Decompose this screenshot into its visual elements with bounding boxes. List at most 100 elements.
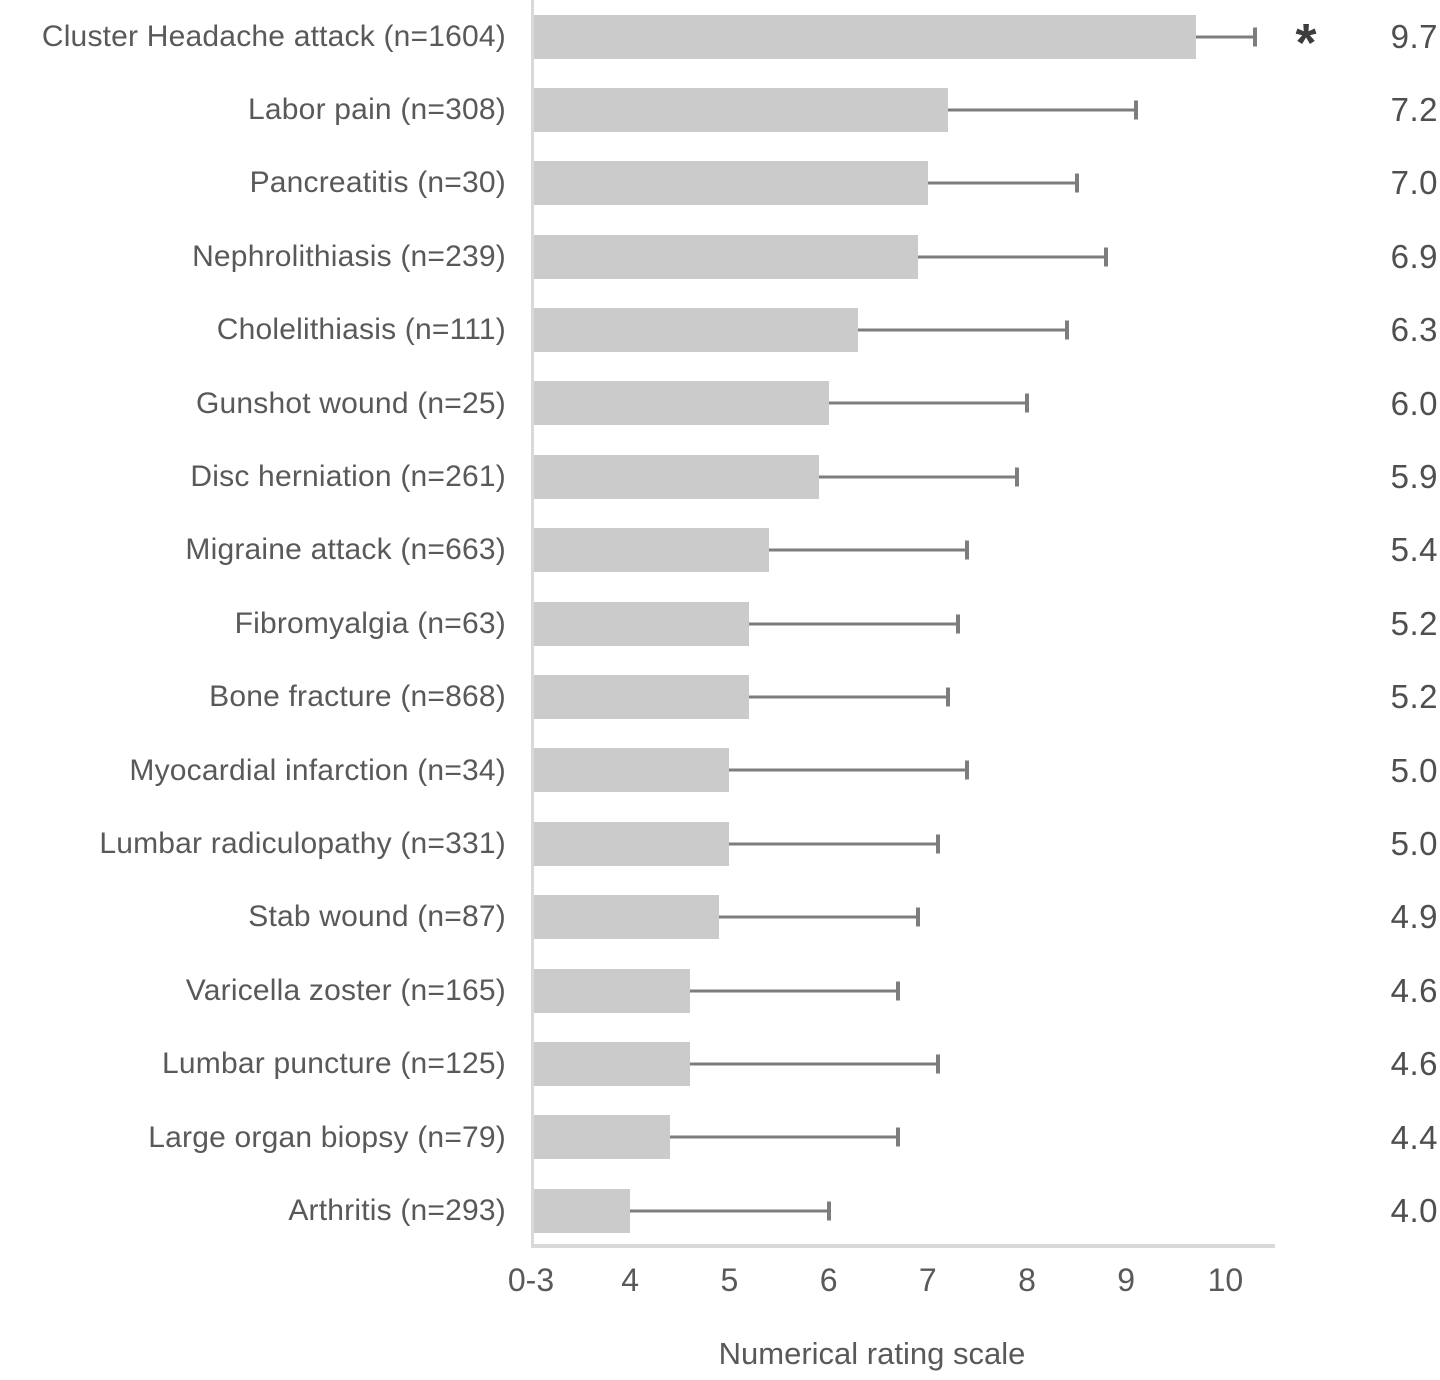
bar-track — [531, 1041, 1275, 1086]
value-label: 6.3 — [1390, 311, 1438, 349]
bar — [531, 1188, 631, 1233]
value-label: 5.2 — [1390, 604, 1438, 642]
x-axis-tick-label: 4 — [621, 1262, 640, 1298]
error-bar-cap — [965, 760, 970, 780]
bar — [531, 1115, 670, 1160]
value-label: 5.2 — [1390, 678, 1438, 716]
bar-track — [531, 528, 1275, 573]
x-axis-line — [531, 1244, 1275, 1248]
value-label: 5.0 — [1390, 751, 1438, 789]
value-label: 5.4 — [1390, 531, 1438, 569]
chart-row: Disc herniation (n=261) 5.9 — [0, 440, 1440, 513]
chart-row: Bone fracture (n=868) 5.2 — [0, 661, 1440, 734]
value-label: 4.6 — [1390, 971, 1438, 1009]
category-label: Large organ biopsy (n=79) — [148, 1120, 506, 1154]
value-label: 7.2 — [1390, 91, 1438, 129]
category-label: Migraine attack (n=663) — [185, 533, 506, 567]
x-axis-tick-label: 9 — [1117, 1262, 1136, 1298]
bar-track — [531, 968, 1275, 1013]
value-label: 5.0 — [1390, 824, 1438, 862]
bar-track — [531, 454, 1275, 499]
chart-row: Varicella zoster (n=165) 4.6 — [0, 954, 1440, 1027]
error-bar-whisker — [630, 1209, 829, 1213]
chart-row: Pancreatitis (n=30) 7.0 — [0, 147, 1440, 220]
chart-row: Cholelithiasis (n=111) 6.3 — [0, 294, 1440, 367]
bar — [531, 161, 928, 206]
chart-row: Labor pain (n=308) 7.2 — [0, 73, 1440, 146]
x-axis-tick-label: 6 — [819, 1262, 838, 1298]
error-bar-cap — [1104, 247, 1109, 267]
value-label: 5.9 — [1390, 458, 1438, 496]
chart-row: Myocardial infarction (n=34) 5.0 — [0, 734, 1440, 807]
bar — [531, 87, 948, 132]
error-bar-whisker — [947, 108, 1137, 112]
value-label: 6.0 — [1390, 384, 1438, 422]
x-axis-tick-label: 7 — [918, 1262, 937, 1298]
error-bar-cap — [826, 1201, 831, 1221]
value-label: 4.0 — [1390, 1191, 1438, 1229]
bar-track — [531, 234, 1275, 279]
error-bar-cap — [935, 834, 940, 854]
category-label: Gunshot wound (n=25) — [195, 386, 506, 420]
error-bar-cap — [915, 907, 920, 927]
value-label: 4.6 — [1390, 1045, 1438, 1083]
chart-row: Gunshot wound (n=25) 6.0 — [0, 367, 1440, 440]
bar — [531, 601, 750, 646]
error-bar-cap — [935, 1054, 940, 1074]
bar-track — [531, 748, 1275, 793]
value-label: 4.4 — [1390, 1118, 1438, 1156]
error-bar-whisker — [689, 989, 899, 993]
bar-track — [531, 14, 1275, 59]
error-bar-whisker — [769, 548, 968, 552]
error-bar-cap — [1064, 320, 1069, 340]
bar-track — [531, 675, 1275, 720]
error-bar-cap — [896, 981, 901, 1001]
bar — [531, 528, 770, 573]
bar — [531, 748, 730, 793]
x-axis-tick-label: 8 — [1018, 1262, 1036, 1298]
error-bar-whisker — [729, 842, 938, 846]
x-axis-tick-label: 0-3 — [507, 1262, 555, 1298]
bar-track — [531, 87, 1275, 132]
chart-row: Nephrolithiasis (n=239) 6.9 — [0, 220, 1440, 293]
category-label: Nephrolithiasis (n=239) — [192, 239, 506, 273]
error-bar-cap — [1015, 467, 1020, 487]
category-label: Cluster Headache attack (n=1604) — [41, 19, 506, 53]
category-label: Pancreatitis (n=30) — [249, 166, 506, 200]
bar — [531, 308, 859, 353]
error-bar-whisker — [749, 622, 958, 626]
bar — [531, 1041, 690, 1086]
error-bar-whisker — [719, 915, 918, 919]
bar-track — [531, 381, 1275, 426]
error-bar-cap — [965, 540, 970, 560]
chart-row: Migraine attack (n=663) 5.4 — [0, 514, 1440, 587]
value-label: 4.9 — [1390, 898, 1438, 936]
x-axis-tick-label: 10 — [1207, 1262, 1244, 1298]
chart-rows: Cluster Headache attack (n=1604) * 9.7 Labo… — [0, 0, 1440, 1247]
category-label: Arthritis (n=293) — [288, 1193, 506, 1227]
category-label: Labor pain (n=308) — [248, 93, 506, 127]
category-label: Stab wound (n=87) — [248, 900, 506, 934]
bar-track — [531, 161, 1275, 206]
value-label: 6.9 — [1390, 237, 1438, 275]
bar-track — [531, 308, 1275, 353]
error-bar-cap — [1024, 393, 1029, 413]
chart-row: Cluster Headache attack (n=1604) * 9.7 — [0, 0, 1440, 73]
error-bar-whisker — [1195, 35, 1256, 38]
category-label: Fibromyalgia (n=63) — [234, 606, 506, 640]
error-bar-whisker — [689, 1062, 938, 1066]
error-bar-whisker — [729, 768, 968, 772]
bar — [531, 968, 690, 1013]
chart-row: Arthritis (n=293) 4.0 — [0, 1174, 1440, 1247]
error-bar-whisker — [749, 695, 948, 699]
error-bar-cap — [1074, 173, 1079, 193]
bar — [531, 675, 750, 720]
category-label: Lumbar puncture (n=125) — [162, 1047, 506, 1081]
bar-track — [531, 1188, 1275, 1233]
error-bar-whisker — [858, 328, 1067, 332]
y-axis-line — [531, 0, 534, 1248]
bar — [531, 821, 730, 866]
category-label: Varicella zoster (n=165) — [185, 973, 506, 1007]
chart-row: Large organ biopsy (n=79) 4.4 — [0, 1101, 1440, 1174]
bar-track — [531, 601, 1275, 646]
